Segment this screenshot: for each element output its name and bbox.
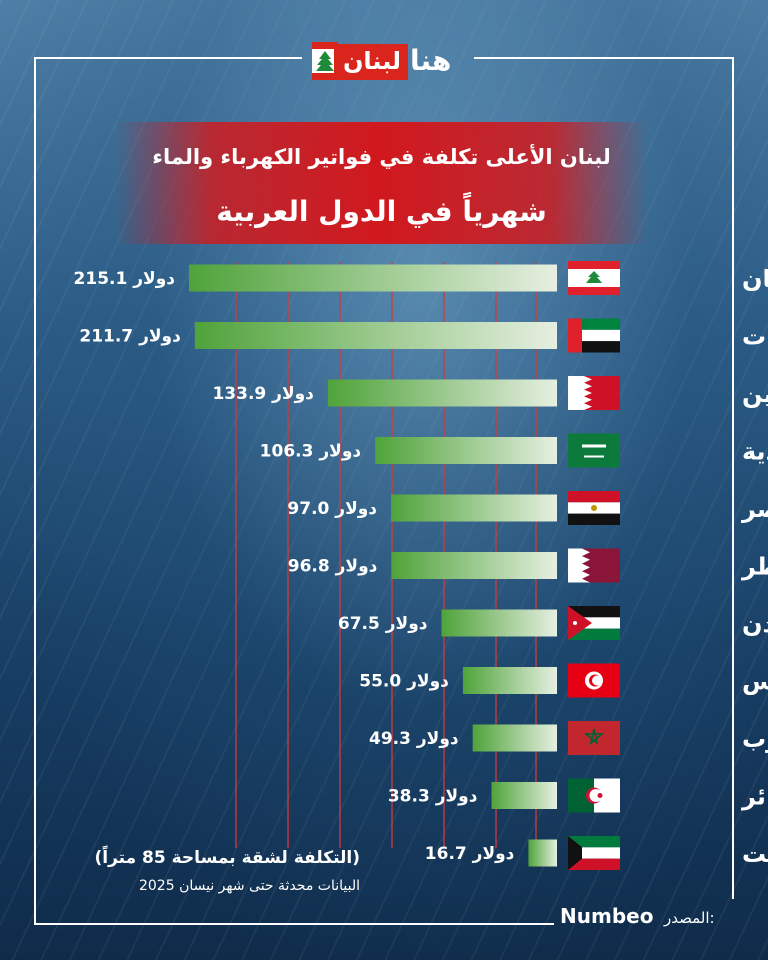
category-label: قطر xyxy=(741,553,768,581)
bar-row: 133.9 دولار البحرين xyxy=(212,376,768,410)
jordan-flag-icon xyxy=(568,606,620,640)
category-label: الإمارات xyxy=(742,323,768,351)
bar xyxy=(375,437,557,464)
lebanon-flag-icon xyxy=(568,261,620,295)
bar xyxy=(189,264,557,292)
bar-row: 38.3 دولار الجزائر xyxy=(388,778,768,813)
cedar-icon xyxy=(312,42,338,80)
bar-row: 211.7 دولار الإمارات xyxy=(79,318,768,353)
value-label: 133.9 دولار xyxy=(212,384,314,404)
frame-line xyxy=(34,57,36,925)
value-label: 97.0 دولار xyxy=(287,499,377,519)
category-label: البحرين xyxy=(742,380,768,408)
tunisia-flag-icon xyxy=(568,663,620,698)
bar xyxy=(194,322,557,349)
value-label: 96.8 دولار xyxy=(288,557,378,577)
bar-row: 67.5 دولار الأردن xyxy=(338,606,768,640)
source-label: المصدر: xyxy=(664,909,715,927)
logo-text-huna: هنا xyxy=(410,44,452,77)
bar-row: 215.1 دولار لبنان xyxy=(74,261,768,295)
uae-flag-icon xyxy=(568,318,620,353)
morocco-flag-icon xyxy=(568,721,620,755)
saudi-flag-icon xyxy=(568,433,620,468)
category-label: الجزائر xyxy=(741,783,768,811)
logo-red-box xyxy=(334,44,408,80)
bar xyxy=(441,609,557,637)
brand-logo: لبنان هنا xyxy=(312,38,462,82)
category-label: مصر xyxy=(741,495,768,523)
value-label: 215.1 دولار xyxy=(74,269,176,289)
value-label: 49.3 دولار xyxy=(369,729,459,749)
value-label: 55.0 دولار xyxy=(359,672,449,692)
bar xyxy=(462,667,557,694)
bar xyxy=(472,724,557,752)
category-label: الكويت xyxy=(742,840,768,868)
value-label: 211.7 دولار xyxy=(79,327,181,347)
frame-line xyxy=(474,57,734,59)
logo-text-lebanon: لبنان xyxy=(342,47,402,75)
bar xyxy=(391,494,557,522)
chart-title: لبنان الأعلى تكلفة في فواتير الكهرباء وا… xyxy=(152,145,611,169)
bahrain-flag-icon xyxy=(568,376,620,410)
chart-subtitle: شهرياً في الدول العربية xyxy=(216,195,547,228)
egypt-flag-icon xyxy=(568,491,620,525)
bar-row: 49.3 دولار المغرب xyxy=(369,721,768,755)
category-label: الأردن xyxy=(742,609,768,638)
bar-row: 97.0 دولار مصر xyxy=(287,491,768,525)
bar xyxy=(327,379,557,407)
qatar-flag-icon xyxy=(568,548,620,583)
value-label: 16.7 دولار xyxy=(425,844,515,864)
title-band xyxy=(115,122,648,244)
category-label: السعودية xyxy=(742,438,768,466)
bar xyxy=(491,782,557,809)
frame-line xyxy=(732,57,734,899)
source-value: Numbeo xyxy=(560,904,654,928)
category-label: المغرب xyxy=(742,725,768,753)
value-label: 67.5 دولار xyxy=(338,614,428,634)
bar-row: 106.3 دولار السعودية xyxy=(260,433,768,468)
bar-row: 16.7 دولار الكويت xyxy=(425,836,768,870)
bar xyxy=(528,839,557,867)
value-label: 106.3 دولار xyxy=(260,442,362,462)
category-label: لبنان xyxy=(742,265,768,293)
bar-row: 96.8 دولار قطر xyxy=(288,548,768,583)
bar xyxy=(391,552,557,579)
value-label: 38.3 دولار xyxy=(388,787,478,807)
footnote-date: البيانات محدثة حتى شهر نيسان 2025 xyxy=(138,878,360,894)
algeria-flag-icon xyxy=(568,778,620,813)
footnote-area: (التكلفة لشقة بمساحة 85 متراً) xyxy=(94,848,360,868)
kuwait-flag-icon xyxy=(568,836,620,870)
bar-row: 55.0 دولار تونس xyxy=(359,663,768,698)
frame-line xyxy=(34,923,554,925)
category-label: تونس xyxy=(742,668,768,696)
frame-line xyxy=(34,57,302,59)
